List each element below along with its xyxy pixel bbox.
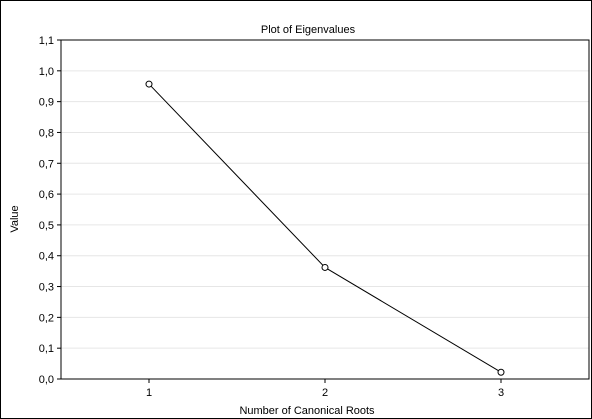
- y-tick-label: 1,0: [39, 66, 54, 78]
- y-tick-label: 0,0: [39, 374, 54, 386]
- y-tick-label: 0,5: [39, 220, 54, 232]
- data-point-marker: [145, 80, 153, 88]
- x-tick-label: 3: [498, 387, 504, 399]
- y-tick-label: 0,4: [39, 251, 54, 263]
- data-point-marker: [321, 263, 329, 271]
- data-point-marker: [497, 368, 505, 376]
- x-tick-label: 1: [146, 387, 152, 399]
- chart-title: Plot of Eigenvalues: [261, 24, 356, 36]
- y-tick-label: 0,6: [39, 189, 54, 201]
- y-tick-label: 0,1: [39, 343, 54, 355]
- x-axis-label: Number of Canonical Roots: [239, 405, 375, 417]
- series-layer: [145, 80, 505, 376]
- grid-lines: [61, 39, 589, 349]
- y-tick-label: 0,9: [39, 97, 54, 109]
- y-tick-label: 0,8: [39, 127, 54, 139]
- plot-area-border: [60, 39, 590, 380]
- plot-axes: 0,0 0,1 0,2 0,3 0,4 0,5 0,6 0,7 0,8 0,9 1,0 1,1 1 2 3: [39, 35, 590, 399]
- y-axis-label: Value: [9, 205, 21, 232]
- x-tick-label: 2: [322, 387, 328, 399]
- y-tick-label: 0,2: [39, 312, 54, 324]
- y-tick-label: 1,1: [39, 35, 54, 47]
- y-tick-label: 0,3: [39, 282, 54, 294]
- eigenvalue-series-line: [148, 83, 502, 373]
- y-tick-label: 0,7: [39, 158, 54, 170]
